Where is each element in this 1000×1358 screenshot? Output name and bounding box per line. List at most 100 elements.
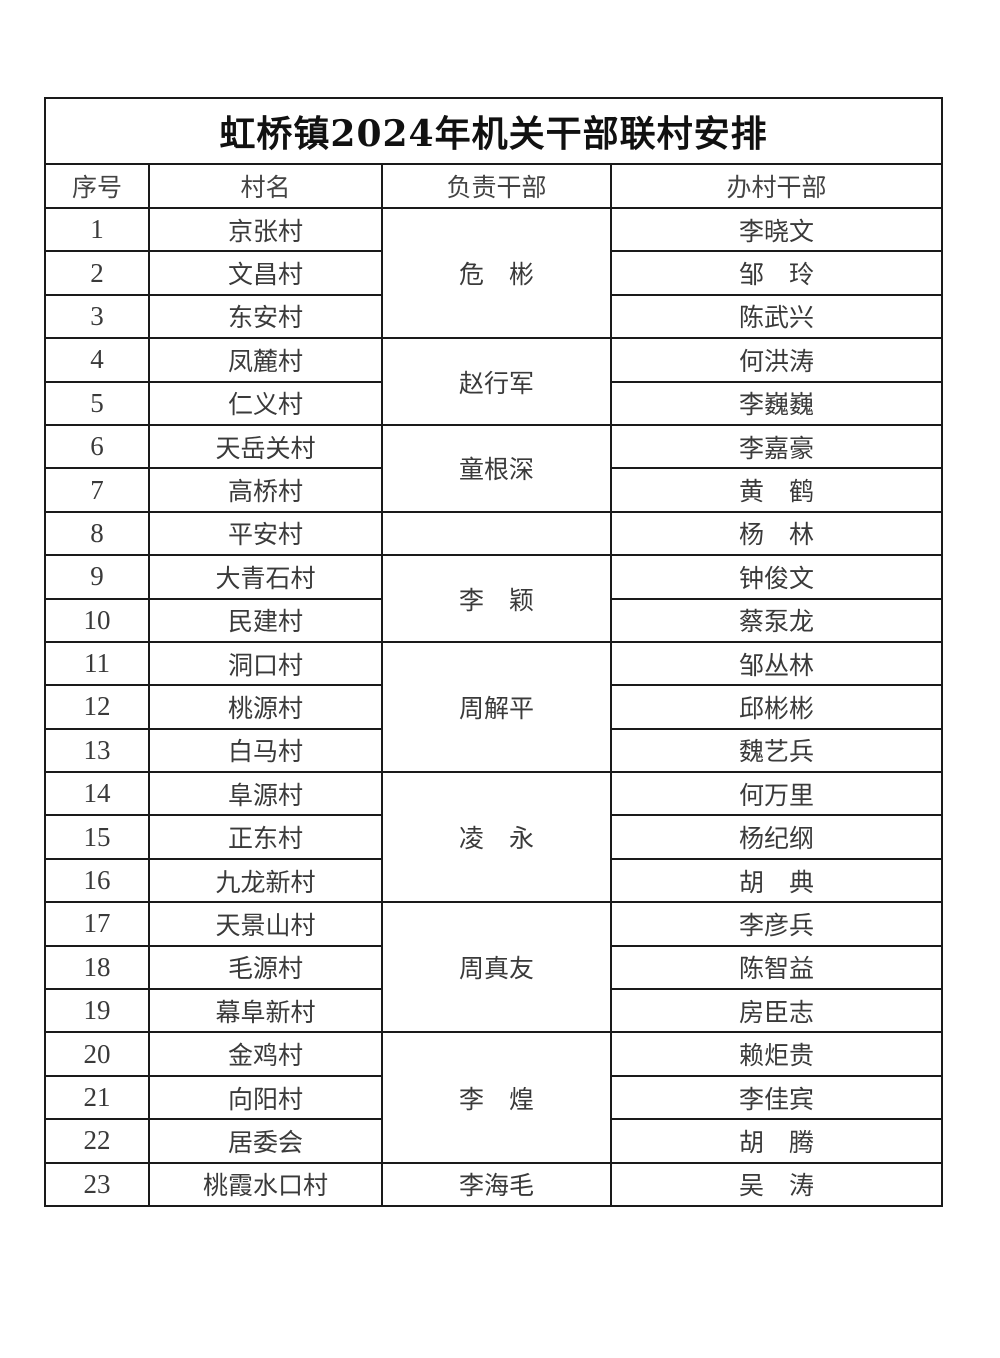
table-row: 18 毛源村 陈智益: [44, 944, 944, 991]
village-name: 平安村: [148, 510, 383, 557]
staff-name: 邱彬彬: [609, 684, 944, 730]
row-number: 22: [44, 1118, 150, 1164]
leader-name: 李 颖: [381, 554, 612, 643]
leader-name: 危 彬: [381, 206, 612, 340]
header-row: 序号 村名 负责干部 办村干部: [44, 163, 944, 209]
table-row: 16 九龙新村 胡 典: [44, 857, 944, 904]
table-row: 10 民建村 蔡泵龙: [44, 597, 944, 643]
staff-name: 何洪涛: [609, 337, 944, 383]
row-number: 13: [44, 727, 150, 774]
staff-name: 陈武兴: [609, 293, 944, 340]
village-name: 天岳关村: [148, 423, 383, 470]
row-number: 1: [44, 206, 150, 253]
village-name: 洞口村: [148, 640, 383, 687]
leader-name: 周解平: [381, 640, 612, 774]
village-name: 幕阜新村: [148, 988, 383, 1034]
leader-name: 李 煌: [381, 1031, 612, 1164]
village-name: 居委会: [148, 1118, 383, 1164]
village-name: 民建村: [148, 597, 383, 643]
leader-name: 赵行军: [381, 337, 612, 426]
leader-name: 童根深: [381, 423, 612, 513]
row-number: 8: [44, 510, 150, 557]
village-name: 东安村: [148, 293, 383, 340]
header-leader: 负责干部: [381, 163, 612, 209]
row-number: 6: [44, 423, 150, 470]
table-row: 14 阜源村凌 永何万里: [44, 771, 944, 904]
row-number: 17: [44, 901, 150, 947]
header-no: 序号: [44, 163, 150, 209]
staff-name: 邹 玲: [609, 250, 944, 296]
village-name: 桃源村: [148, 684, 383, 730]
row-number: 12: [44, 684, 150, 730]
staff-name: 吴 涛: [609, 1161, 944, 1207]
row-number: 5: [44, 380, 150, 426]
table-row: 20 金鸡村李 煌赖炬贵: [44, 1031, 944, 1164]
staff-name: 李彦兵: [609, 901, 944, 947]
table-row: 17 天景山村 周真友 李彦兵: [44, 901, 944, 1034]
staff-name: 陈智益: [609, 944, 944, 991]
row-number: 7: [44, 467, 150, 513]
staff-name: 钟俊文: [609, 554, 944, 600]
row-number: 10: [44, 597, 150, 643]
staff-name: 李佳宾: [609, 1074, 944, 1121]
leader-name: 李海毛: [381, 1161, 612, 1207]
table-row: 19 幕阜新村 房臣志: [44, 988, 944, 1034]
village-name: 金鸡村: [148, 1031, 383, 1077]
row-number: 20: [44, 1031, 150, 1077]
title-row: 虹桥镇2024年机关干部联村安排: [43, 97, 944, 165]
village-name: 仁义村: [148, 380, 383, 426]
village-name: 京张村: [148, 206, 383, 253]
staff-name: 魏艺兵: [609, 727, 944, 774]
row-number: 3: [44, 293, 150, 340]
table-row: 5 仁义村 李巍巍: [44, 380, 944, 426]
village-assignment-table: 虹桥镇2024年机关干部联村安排 序号 村名 负责干部 办村干部 1 京张村危 彬…: [43, 97, 944, 1207]
header-village: 村名: [148, 163, 383, 209]
staff-name: 房臣志: [609, 988, 944, 1034]
table-row: 15 正东村 杨纪纲: [44, 814, 944, 860]
village-name: 阜源村: [148, 771, 383, 817]
table-row: 1 京张村危 彬李晓文: [44, 206, 944, 340]
table-row: 2 文昌村 邹 玲: [44, 250, 944, 296]
table-row: 8 平安村 杨 林: [44, 510, 944, 557]
table-title: 虹桥镇2024年机关干部联村安排: [43, 97, 944, 165]
table-row: 22 居委会 胡 腾: [44, 1118, 944, 1164]
village-name: 高桥村: [148, 467, 383, 513]
row-number: 9: [44, 554, 150, 600]
village-name: 毛源村: [148, 944, 383, 991]
village-name: 桃霞水口村: [148, 1161, 383, 1207]
village-name: 凤麓村: [148, 337, 383, 383]
staff-name: 李晓文: [609, 206, 944, 253]
table-row: 6 天岳关村 童根深 李嘉豪: [44, 423, 944, 513]
table-row: 13 白马村 魏艺兵: [44, 727, 944, 774]
table-row: 3 东安村 陈武兴: [44, 293, 944, 340]
row-number: 14: [44, 771, 150, 817]
row-number: 15: [44, 814, 150, 860]
village-name: 白马村: [148, 727, 383, 774]
row-number: 18: [44, 944, 150, 991]
staff-name: 赖炬贵: [609, 1031, 944, 1077]
header-staff: 办村干部: [609, 163, 944, 209]
village-name: 天景山村: [148, 901, 383, 947]
staff-name: 何万里: [609, 771, 944, 817]
leader-name: 凌 永: [381, 771, 612, 904]
staff-name: 胡 典: [609, 857, 944, 904]
leader-name: [381, 510, 612, 557]
row-number: 19: [44, 988, 150, 1034]
table-row: 21 向阳村 李佳宾: [44, 1074, 944, 1121]
table-row: 9 大青石村李 颖钟俊文: [44, 554, 944, 643]
table-row: 23 桃霞水口村 李海毛吴 涛: [44, 1161, 944, 1207]
staff-name: 李巍巍: [609, 380, 944, 426]
leader-name: 周真友: [381, 901, 612, 1034]
row-number: 21: [44, 1074, 150, 1121]
village-name: 向阳村: [148, 1074, 383, 1121]
staff-name: 胡 腾: [609, 1118, 944, 1164]
village-name: 大青石村: [148, 554, 383, 600]
staff-name: 蔡泵龙: [609, 597, 944, 643]
staff-name: 李嘉豪: [609, 423, 944, 470]
row-number: 4: [44, 337, 150, 383]
village-name: 九龙新村: [148, 857, 383, 904]
table-row: 7 高桥村 黄 鹤: [44, 467, 944, 513]
table-row: 12 桃源村 邱彬彬: [44, 684, 944, 730]
staff-name: 邹丛林: [609, 640, 944, 687]
row-number: 11: [44, 640, 150, 687]
